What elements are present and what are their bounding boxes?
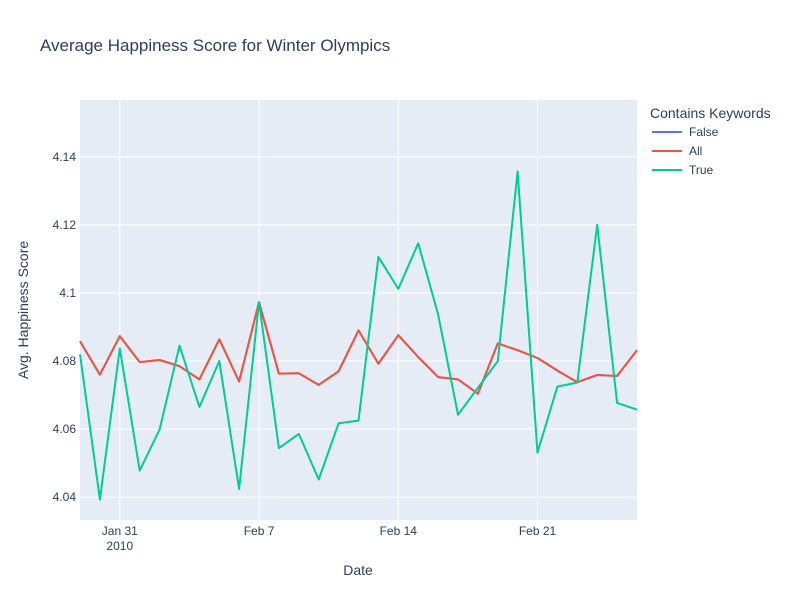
y-tick-label: 4.08	[53, 354, 77, 368]
legend: Contains Keywords False All True	[650, 105, 771, 177]
y-gridlines	[80, 156, 637, 498]
chart-title: Average Happiness Score for Winter Olymp…	[40, 36, 390, 55]
y-tick-label: 4.1	[59, 286, 76, 300]
x-tick-sublabel: 2010	[106, 539, 133, 553]
legend-label: True	[689, 163, 714, 177]
plot-area	[80, 100, 637, 520]
x-tick-label: Feb 7	[244, 524, 275, 538]
x-axis-title: Date	[343, 562, 373, 578]
legend-label: All	[689, 144, 702, 158]
series-line-true	[79, 170, 638, 501]
x-tick-label: Jan 31	[102, 524, 138, 538]
y-axis-ticks: 4.04 4.06 4.08 4.1 4.12 4.14	[53, 150, 77, 504]
y-tick-label: 4.04	[53, 490, 77, 504]
legend-label: False	[689, 125, 719, 139]
series-line-all	[79, 301, 638, 395]
y-tick-label: 4.14	[53, 150, 77, 164]
series-lines	[79, 170, 638, 501]
y-tick-label: 4.12	[53, 218, 77, 232]
y-axis-title: Avg. Happiness Score	[15, 241, 31, 379]
legend-title: Contains Keywords	[650, 105, 771, 121]
x-tick-label: Feb 21	[519, 524, 557, 538]
x-tick-label: Feb 14	[380, 524, 418, 538]
y-tick-label: 4.06	[53, 422, 77, 436]
